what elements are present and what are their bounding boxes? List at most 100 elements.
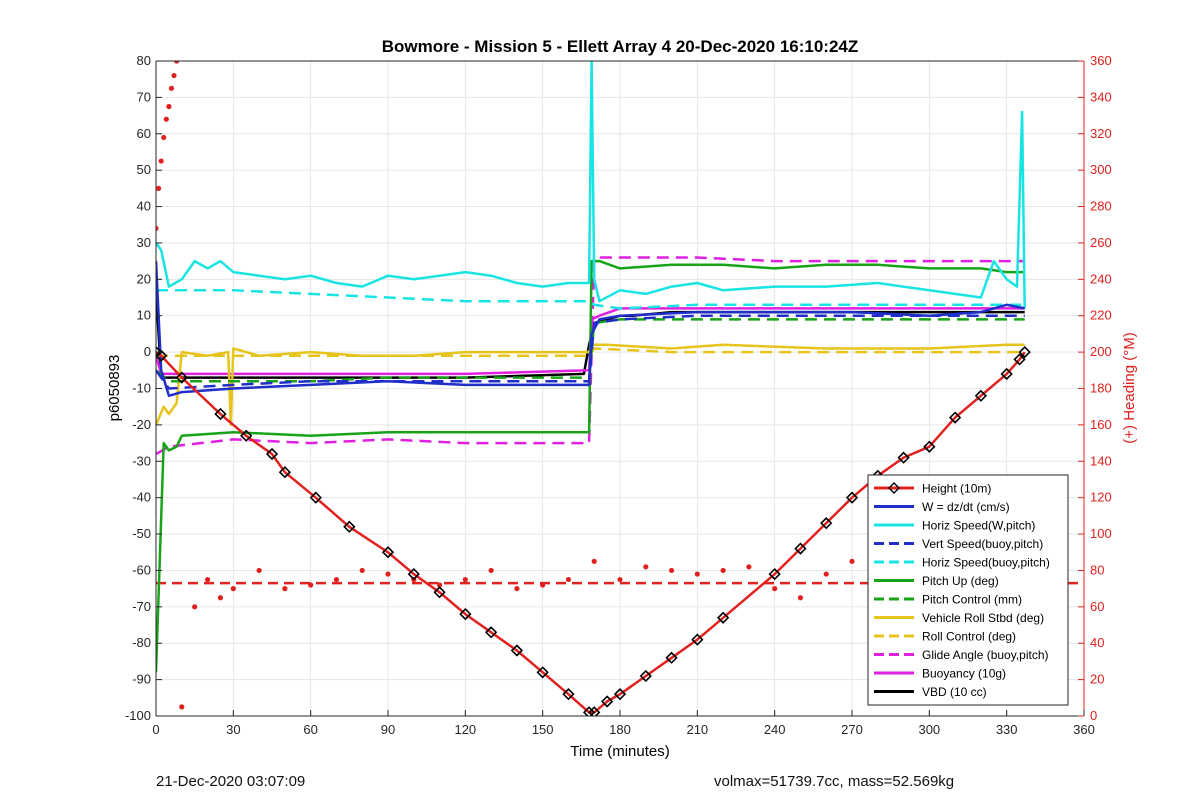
y2-tick-label: 100	[1090, 526, 1112, 541]
x-tick-label: 210	[686, 722, 708, 737]
legend-label: Pitch Control (mm)	[922, 593, 1022, 607]
chart-title: Bowmore - Mission 5 - Ellett Array 4 20-…	[382, 37, 859, 56]
y-tick-label: 20	[137, 271, 151, 286]
y-tick-label: 80	[137, 53, 151, 68]
height-marker	[309, 491, 322, 504]
heading-point	[694, 571, 700, 577]
height-marker	[214, 407, 227, 421]
height-marker	[600, 695, 614, 708]
heading-point	[156, 225, 159, 231]
heading-point	[617, 576, 623, 583]
y-tick-label: -30	[132, 453, 151, 468]
height-marker	[278, 466, 292, 479]
heading-point	[174, 61, 180, 64]
heading-point	[192, 604, 198, 610]
legend-label: Vehicle Roll Stbd (deg)	[922, 611, 1044, 625]
height-marker	[845, 491, 859, 504]
y-tick-label: -20	[132, 417, 151, 432]
heading-point	[488, 567, 494, 574]
height-marker	[381, 546, 395, 559]
height-marker	[433, 586, 446, 599]
heading-point	[166, 103, 172, 110]
x-tick-label: 330	[996, 722, 1018, 737]
height-marker	[1018, 345, 1031, 359]
x-tick-label: 180	[609, 722, 631, 737]
y-tick-label: -10	[132, 381, 151, 396]
series-line	[156, 261, 1025, 398]
legend: Height (10m) W = dz/dt (cm/s) Horiz Speed(…	[867, 474, 1069, 706]
y-tick-label: -40	[132, 490, 151, 505]
y2-tick-label: 160	[1090, 417, 1112, 432]
heading-point	[158, 158, 164, 164]
height-marker	[562, 688, 575, 701]
legend-label: Height (10m)	[922, 482, 991, 496]
heading-point	[797, 595, 804, 601]
y2-tick-label: 0	[1090, 708, 1097, 723]
y2-tick-label: 280	[1090, 199, 1112, 214]
heading-point	[720, 567, 726, 574]
y-tick-label: -80	[132, 635, 151, 650]
legend-label: Horiz Speed(W,pitch)	[922, 519, 1035, 533]
height-marker	[691, 633, 704, 646]
footer-vehicle-stats: volmax=51739.7cc, mass=52.569kg	[714, 773, 955, 790]
height-marker	[1013, 353, 1026, 366]
y-tick-label: 50	[137, 162, 151, 177]
y-tick-label: 40	[137, 199, 151, 214]
legend-label: Glide Angle (buoy,pitch)	[922, 648, 1049, 662]
x-axis-label: Time (minutes)	[570, 743, 669, 760]
heading-point	[156, 185, 162, 191]
legend-label: Pitch Up (deg)	[922, 574, 999, 588]
height-marker	[639, 669, 652, 683]
height-marker	[923, 440, 936, 453]
height-marker	[459, 607, 472, 621]
height-marker	[536, 666, 549, 679]
height-marker	[343, 520, 356, 533]
y2-tick-label: 60	[1090, 599, 1104, 614]
y-tick-label: -90	[132, 672, 151, 687]
y2-tick-label: 300	[1090, 162, 1112, 177]
heading-point	[823, 571, 829, 577]
x-tick-label: 300	[918, 722, 940, 737]
height-marker	[897, 451, 910, 464]
heading-point	[772, 586, 778, 592]
height-marker	[665, 651, 678, 664]
height-marker	[510, 644, 524, 657]
x-tick-label: 60	[303, 722, 317, 737]
y-tick-label: -50	[132, 526, 151, 541]
y2-tick-label: 220	[1090, 308, 1112, 323]
legend-marker	[888, 482, 900, 494]
y-tick-label: -100	[125, 708, 151, 723]
legend-label: Horiz Speed(buoy,pitch)	[922, 556, 1050, 570]
height-marker	[1000, 367, 1013, 381]
legend-label: VBD (10 cc)	[922, 685, 987, 699]
y2-tick-label: 140	[1090, 453, 1112, 468]
heading-point	[746, 564, 752, 570]
heading-point	[514, 586, 520, 592]
y-tick-label: -70	[132, 599, 151, 614]
x-tick-label: 150	[532, 722, 554, 737]
x-tick-label: 90	[381, 722, 395, 737]
heading-point	[256, 567, 262, 574]
x-tick-label: 240	[764, 722, 786, 737]
height-marker	[175, 371, 188, 384]
heading-point	[849, 558, 855, 564]
heading-point	[161, 134, 167, 141]
x-tick-label: 270	[841, 722, 863, 737]
heading-point	[168, 85, 175, 91]
height-marker	[407, 567, 420, 581]
heading-point	[333, 576, 340, 583]
series-line	[156, 289, 1025, 310]
heading-point	[668, 567, 675, 574]
heading-point	[282, 586, 288, 592]
height-marker	[948, 411, 962, 424]
y2-axis-label: (+) Heading (°M)	[1121, 332, 1138, 443]
series-line	[156, 61, 1026, 309]
legend-label: Roll Control (deg)	[922, 630, 1016, 644]
heading-point	[540, 582, 546, 588]
heading-point	[643, 564, 649, 570]
heading-point	[565, 576, 572, 583]
y2-tick-label: 80	[1090, 562, 1104, 577]
y2-tick-label: 180	[1090, 381, 1112, 396]
